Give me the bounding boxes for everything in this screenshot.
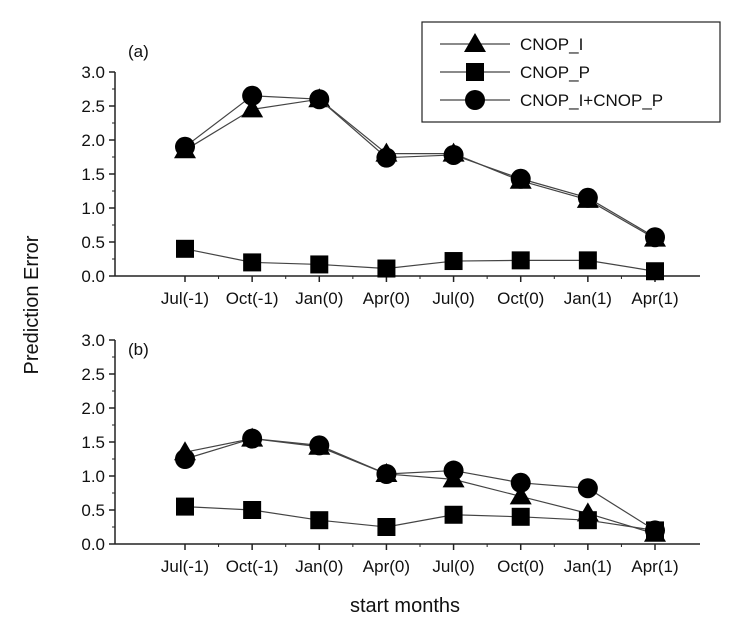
data-point-circle <box>376 147 397 168</box>
data-point-circle <box>242 428 263 449</box>
y-tick-label: 2.5 <box>81 365 105 384</box>
legend-label: CNOP_P <box>520 63 590 82</box>
y-tick-label: 0.0 <box>81 267 105 286</box>
x-tick-label: Oct(0) <box>497 289 544 308</box>
series-line <box>184 95 656 238</box>
x-tick-label: Jul(0) <box>432 557 475 576</box>
data-point-circle <box>376 463 397 484</box>
y-tick-label: 1.0 <box>81 467 105 486</box>
data-point-square <box>444 505 463 524</box>
chart-panels: 0.0 0.5 1.0 1.5 2.0 2.5 3.0 Jul(-1) Oct(-1) Jan(0… <box>81 21 721 576</box>
data-point-circle <box>242 85 263 106</box>
x-tick-label: Apr(1) <box>631 557 678 576</box>
chart-panel-1: 0.0 0.5 1.0 1.5 2.0 2.5 3.0 Jul(-1) Oct(-1) Jan(0… <box>81 21 721 308</box>
y-axis-title: Prediction Error <box>21 235 43 374</box>
data-point-circle <box>309 435 330 456</box>
data-point-circle <box>510 472 531 493</box>
x-tick-label: Jan(1) <box>564 289 612 308</box>
x-tick-label: Jan(0) <box>295 289 343 308</box>
data-point-square <box>310 511 329 530</box>
data-point-circle <box>175 136 195 157</box>
data-point-circle <box>510 168 531 189</box>
data-point-square <box>176 239 194 258</box>
series-cnop-p <box>176 497 664 540</box>
data-point-square <box>578 511 597 530</box>
data-point-circle <box>309 89 330 110</box>
x-tick-label: Jul(-1) <box>161 557 209 576</box>
legend: CNOP_I CNOP_P CNOP_I+CNOP_P <box>421 21 721 123</box>
panel-label: (b) <box>128 340 149 359</box>
chart-panel-2: 0.0 0.5 1.0 1.5 2.0 2.5 3.0 Jul(-1) Oct(-1) Jan(0… <box>81 331 700 576</box>
data-point-circle <box>645 520 665 541</box>
x-tick-label: Apr(0) <box>363 557 410 576</box>
y-tick-label: 2.0 <box>81 131 105 150</box>
series-line <box>184 98 656 240</box>
y-tick-label: 0.5 <box>81 233 105 252</box>
data-point-triangle <box>241 98 264 118</box>
legend-label: CNOP_I <box>520 35 583 54</box>
legend-marker <box>465 90 485 110</box>
series-cnop-p <box>176 239 664 281</box>
data-point-triangle <box>509 485 532 505</box>
series-line <box>184 506 656 531</box>
data-point-square <box>176 497 194 516</box>
x-tick-label: Jul(0) <box>432 289 475 308</box>
data-point-square <box>243 501 262 519</box>
data-point-circle <box>577 187 598 208</box>
x-tick-label: Oct(-1) <box>226 289 279 308</box>
data-point-circle <box>645 227 665 248</box>
y-tick-label: 0.5 <box>81 501 105 520</box>
data-point-square <box>377 259 396 278</box>
x-tick-label: Oct(0) <box>497 557 544 576</box>
panel-label: (a) <box>128 42 149 61</box>
data-point-square <box>377 518 396 536</box>
data-point-circle <box>175 449 195 469</box>
y-tick-label: 3.0 <box>81 63 105 82</box>
y-tick-label: 2.5 <box>81 97 105 116</box>
y-tick-label: 1.0 <box>81 199 105 218</box>
data-point-circle <box>443 460 464 481</box>
x-tick-label: Apr(1) <box>631 289 678 308</box>
data-point-circle <box>443 144 464 165</box>
x-tick-label: Jul(-1) <box>161 289 209 308</box>
y-tick-label: 3.0 <box>81 331 105 350</box>
series-line <box>184 437 656 531</box>
data-point-square <box>511 507 530 526</box>
y-tick-label: 0.0 <box>81 535 105 554</box>
y-tick-label: 1.5 <box>81 433 105 452</box>
x-tick-label: Jan(0) <box>295 557 343 576</box>
legend-marker <box>466 63 484 81</box>
x-axis-title: start months <box>350 595 460 617</box>
series-cnop-i-cnop-p <box>175 85 665 248</box>
data-point-square <box>444 252 463 271</box>
y-tick-label: 1.5 <box>81 165 105 184</box>
data-point-square <box>578 251 597 270</box>
legend-label: CNOP_I+CNOP_P <box>520 91 663 110</box>
y-tick-label: 2.0 <box>81 399 105 418</box>
x-tick-label: Jan(1) <box>564 557 612 576</box>
data-point-square <box>511 251 530 270</box>
data-point-square <box>646 262 664 281</box>
data-point-circle <box>577 478 598 499</box>
data-point-square <box>310 255 329 274</box>
series-line <box>184 248 656 272</box>
x-tick-label: Apr(0) <box>363 289 410 308</box>
legend-marker <box>464 33 486 52</box>
x-tick-label: Oct(-1) <box>226 557 279 576</box>
series-cnop-i-cnop-p <box>175 428 665 541</box>
data-point-square <box>243 253 262 272</box>
